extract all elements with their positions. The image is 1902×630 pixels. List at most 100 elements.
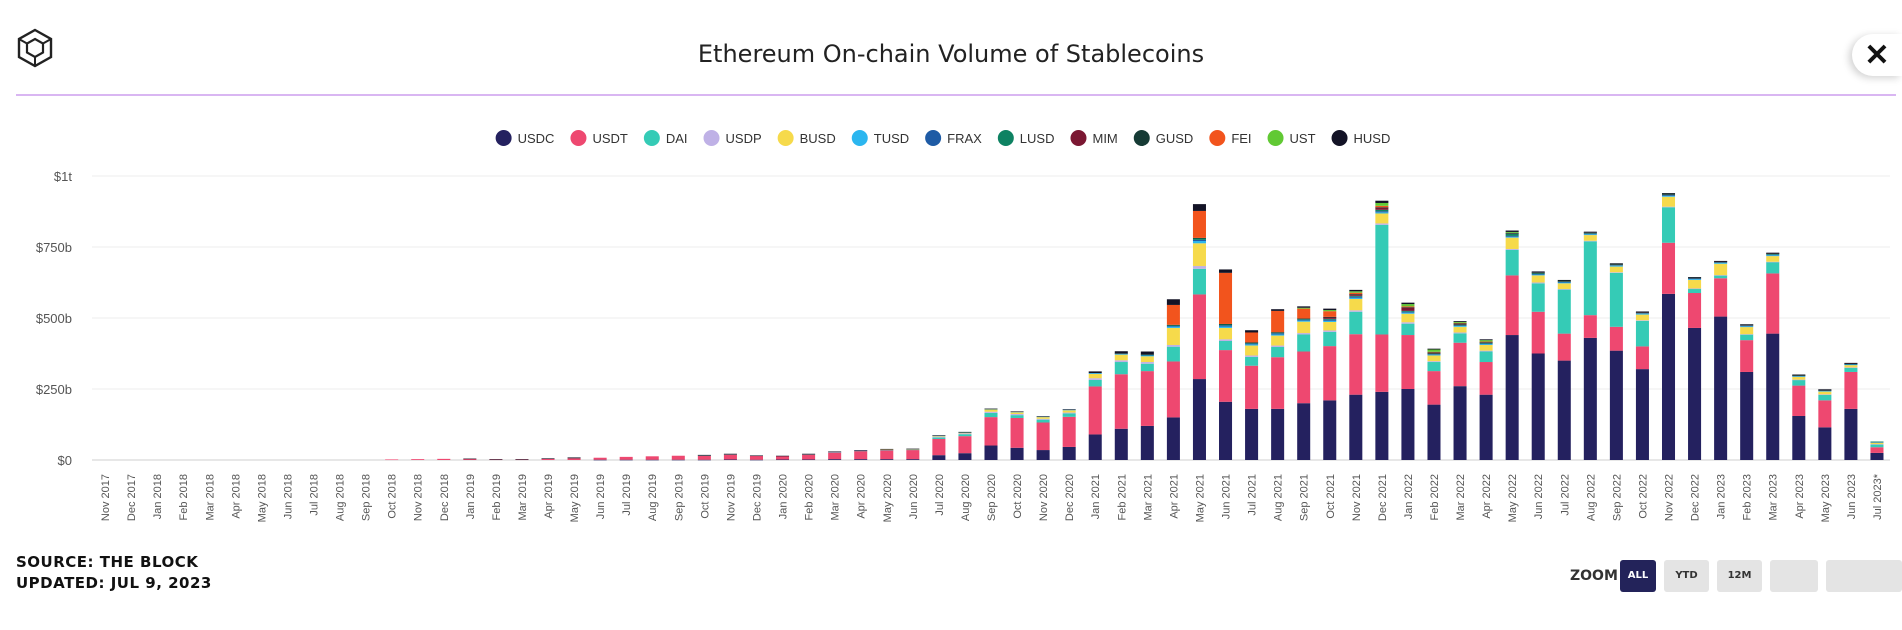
bar-segment	[1792, 415, 1806, 460]
bar-segment	[1844, 365, 1858, 368]
bar-segment	[1661, 193, 1676, 195]
bar-segment	[515, 459, 529, 460]
bar-segment	[958, 433, 972, 435]
legend-swatch	[1133, 130, 1150, 146]
bar-segment	[1453, 342, 1467, 387]
x-tick-label: Jul 2019	[621, 474, 633, 516]
bar-segment	[1297, 318, 1311, 320]
bar-segment	[1505, 230, 1519, 232]
bar-segment	[1036, 416, 1050, 417]
bar-segment	[385, 459, 399, 461]
bar-segment	[1479, 362, 1493, 395]
bar-segment	[880, 448, 894, 450]
bar-segment	[1192, 243, 1206, 267]
bar-segment	[1140, 355, 1154, 357]
bar-segment	[932, 435, 946, 437]
bar-segment	[1818, 390, 1832, 392]
zoom-option-5-button[interactable]	[1826, 560, 1902, 592]
bar-segment	[1766, 256, 1780, 262]
bar-segment	[1036, 419, 1050, 423]
bar-segment	[1114, 353, 1128, 355]
bar-segment	[828, 459, 842, 460]
bar-segment	[1583, 232, 1597, 234]
bar-segment	[802, 453, 816, 455]
bar-segment	[1401, 335, 1415, 389]
bar-segment	[1271, 309, 1285, 311]
legend-swatch	[570, 130, 587, 146]
bar-segment	[958, 431, 972, 433]
bar-segment	[1323, 319, 1337, 321]
legend-swatch	[1070, 130, 1087, 146]
legend-swatch	[925, 130, 942, 146]
close-button[interactable]: ✕	[1852, 34, 1902, 76]
bar-segment	[1349, 296, 1363, 298]
bar-segment	[1740, 340, 1754, 372]
bar-segment	[1609, 263, 1623, 265]
bar-segment	[1635, 312, 1649, 313]
bar-segment	[1297, 351, 1311, 404]
bar-segment	[958, 453, 972, 460]
bar-segment	[1844, 364, 1858, 366]
x-tick-label: Sep 2021	[1299, 474, 1311, 521]
bar-segment	[1427, 351, 1441, 353]
bar-segment	[1140, 356, 1154, 363]
bar-segment	[1427, 348, 1441, 350]
bar-segment	[749, 459, 763, 461]
bar-segment	[1792, 379, 1806, 381]
bar-segment	[1401, 389, 1415, 460]
bar-segment	[541, 458, 555, 459]
zoom-12m-button[interactable]: 12M	[1717, 560, 1762, 592]
bar-segment	[1271, 408, 1285, 460]
bar-segment	[1531, 274, 1545, 276]
bar-segment	[1166, 325, 1180, 327]
bar-segment	[697, 459, 711, 461]
legend-label: BUSD	[800, 131, 836, 146]
bar-segment	[437, 458, 451, 460]
bar-segment	[1323, 320, 1337, 322]
zoom-option-4-button[interactable]	[1770, 560, 1818, 592]
bar-segment	[932, 435, 946, 436]
bar-segment	[1036, 417, 1050, 419]
bar-segment	[906, 459, 920, 460]
bar-segment	[776, 459, 790, 461]
bar-segment	[1245, 365, 1259, 409]
bar-segment	[828, 451, 842, 453]
bar-segment	[1583, 232, 1597, 233]
bar-segment	[1375, 224, 1389, 335]
bar-segment	[1219, 341, 1233, 351]
bar-segment	[1245, 342, 1259, 344]
chart-title: Ethereum On-chain Volume of Stablecoins	[697, 40, 1205, 68]
bar-segment	[1271, 334, 1285, 336]
bar-segment	[1740, 327, 1754, 335]
legend-swatch	[777, 130, 794, 146]
bar-segment	[1323, 311, 1337, 317]
bar-segment	[1505, 232, 1519, 234]
bar-segment	[1505, 249, 1519, 276]
bar-segment	[1219, 401, 1233, 460]
bar-segment	[1531, 271, 1545, 273]
bar-segment	[1453, 333, 1467, 343]
bar-segment	[1714, 260, 1728, 262]
bar-segment	[854, 459, 868, 460]
x-tick-label: Apr 2020	[856, 474, 868, 519]
bar-segment	[1583, 337, 1597, 460]
bar-segment	[1245, 408, 1259, 460]
zoom-all-button[interactable]: ALL	[1620, 560, 1656, 592]
bar-segment	[1688, 278, 1702, 280]
bar-segment	[1844, 371, 1858, 409]
y-tick-label: $1t	[54, 169, 72, 184]
bar-segment	[932, 437, 946, 439]
x-tick-label: Jul 2023*	[1872, 473, 1884, 520]
bar-segment	[1375, 200, 1389, 203]
x-tick-label: Jan 2020	[778, 474, 790, 519]
bar-segment	[1140, 351, 1154, 355]
x-tick-label: Feb 2023	[1742, 474, 1754, 520]
bar-segment	[593, 457, 607, 460]
bar-segment	[1766, 262, 1780, 274]
bar-segment	[1505, 235, 1519, 237]
x-tick-label: May 2019	[569, 474, 581, 522]
bar-segment	[1583, 241, 1597, 316]
zoom-ytd-button[interactable]: YTD	[1664, 560, 1709, 592]
bar-segment	[1375, 205, 1389, 208]
bar-segment	[1844, 362, 1858, 364]
